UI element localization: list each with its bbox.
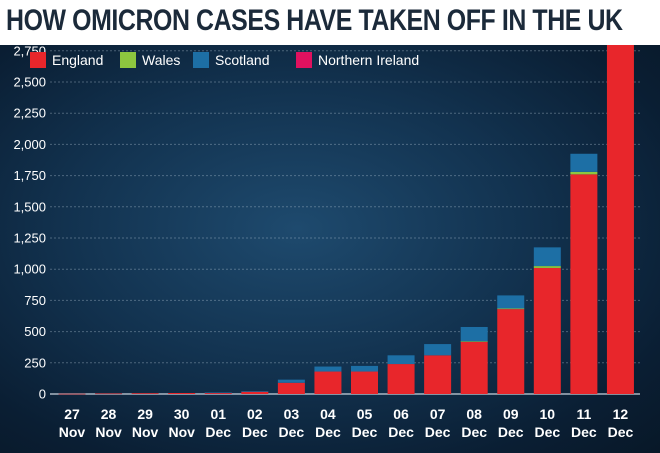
x-tick-month: Nov xyxy=(59,424,86,440)
legend-swatch xyxy=(193,52,209,68)
y-tick-label: 2,250 xyxy=(13,106,46,121)
x-tick-day: 27 xyxy=(64,406,80,422)
bar-segment-scotland xyxy=(497,295,525,309)
legend-swatch xyxy=(120,52,136,68)
x-tick-day: 29 xyxy=(137,406,153,422)
x-tick-month: Nov xyxy=(95,424,122,440)
x-tick-day: 01 xyxy=(210,406,226,422)
x-tick-month: Dec xyxy=(205,424,231,440)
x-tick-day: 28 xyxy=(101,406,117,422)
y-tick-label: 750 xyxy=(24,293,46,308)
y-tick-label: 1,500 xyxy=(13,199,46,214)
bar-segment-scotland xyxy=(204,392,232,394)
legend-label: Northern Ireland xyxy=(318,52,419,68)
legend: England Wales Scotland Northern Ireland xyxy=(30,52,419,68)
bars xyxy=(58,45,634,395)
bar-segment-england xyxy=(460,341,488,394)
x-tick-month: Dec xyxy=(279,424,305,440)
x-tick-day: 06 xyxy=(393,406,409,422)
bar-segment-scotland xyxy=(241,391,269,392)
bar-segment-england xyxy=(204,392,232,394)
x-tick-day: 11 xyxy=(576,406,591,422)
bar-segment-england xyxy=(533,267,561,394)
bar-segment-scotland xyxy=(460,326,488,342)
chart-area: 0 250 500 750 1,000 1,250 1,500 1,750 2,000 2,250… xyxy=(0,45,660,453)
bar-segment-wales xyxy=(570,171,598,175)
x-tick-month: Dec xyxy=(608,424,634,440)
bar-segment-scotland xyxy=(277,379,305,383)
bar-segment-england xyxy=(131,393,159,394)
x-tick-day: 02 xyxy=(247,406,263,422)
x-tick-day: 12 xyxy=(613,406,629,422)
x-tick-day: 08 xyxy=(466,406,482,422)
x-tick-month: Dec xyxy=(461,424,487,440)
y-tick-label: 250 xyxy=(24,355,46,370)
y-tick-label: 1,000 xyxy=(13,262,46,277)
bar-segment-england xyxy=(497,309,525,394)
bar-segment-england xyxy=(277,382,305,394)
x-tick-month: Dec xyxy=(242,424,268,440)
y-tick-label: 0 xyxy=(39,387,46,402)
bar-segment-scotland xyxy=(533,247,561,267)
title-bar: HOW OMICRON CASES HAVE TAKEN OFF IN THE … xyxy=(0,0,660,48)
x-tick-day: 30 xyxy=(174,406,190,422)
x-tick-month: Dec xyxy=(498,424,524,440)
legend-label: Scotland xyxy=(215,52,269,68)
bar-segment-wales xyxy=(497,308,525,310)
bar-segment-england xyxy=(95,393,123,395)
x-tick-month: Dec xyxy=(534,424,560,440)
x-tick-day: 09 xyxy=(503,406,519,422)
bar-segment-england xyxy=(387,364,415,394)
y-tick-label: 1,250 xyxy=(13,231,46,246)
x-tick-month: Dec xyxy=(388,424,414,440)
bar-segment-england xyxy=(58,393,86,395)
x-tick-month: Dec xyxy=(425,424,451,440)
y-tick-label: 500 xyxy=(24,324,46,339)
x-tick-month: Nov xyxy=(132,424,159,440)
bar-segment-scotland xyxy=(570,153,598,172)
x-tick-day: 07 xyxy=(430,406,446,422)
y-axis: 0 250 500 750 1,000 1,250 1,500 1,750 2,000 2,250… xyxy=(13,45,46,402)
y-tick-label: 2,500 xyxy=(13,75,46,90)
bar-segment-england xyxy=(351,371,378,394)
y-tick-label: 2,000 xyxy=(13,137,46,152)
bar-segment-england xyxy=(168,393,196,394)
x-tick-month: Dec xyxy=(571,424,597,440)
legend-swatch xyxy=(296,52,312,68)
x-tick-day: 10 xyxy=(540,406,556,422)
bar-segment-england xyxy=(314,371,342,394)
x-tick-day: 05 xyxy=(357,406,373,422)
bar-segment-england xyxy=(424,355,452,394)
x-tick-month: Dec xyxy=(352,424,378,440)
x-tick-month: Dec xyxy=(315,424,341,440)
y-tick-label: 1,750 xyxy=(13,168,46,183)
x-tick-month: Nov xyxy=(168,424,195,440)
bar-chart: 0 250 500 750 1,000 1,250 1,500 1,750 2,000 2,250… xyxy=(13,45,640,440)
bar-segment-scotland xyxy=(314,366,342,372)
bar-segment-england xyxy=(241,391,269,394)
bar-segment-england xyxy=(606,45,634,395)
x-tick-day: 04 xyxy=(320,406,336,422)
bar-segment-england xyxy=(570,174,598,394)
bar-segment-wales xyxy=(460,341,488,342)
x-axis: 27 Nov 28 Nov 29 Nov 30 Nov 01 Dec 02 Dec 03 Dec 04 Dec… xyxy=(59,406,634,440)
chart-title: HOW OMICRON CASES HAVE TAKEN OFF IN THE … xyxy=(6,4,623,37)
legend-swatch xyxy=(30,52,46,68)
bar-segment-scotland xyxy=(387,355,415,365)
bar-segment-scotland xyxy=(424,344,452,356)
bar-segment-scotland xyxy=(351,365,378,372)
bar-segment-wales xyxy=(533,266,561,268)
x-tick-day: 03 xyxy=(284,406,300,422)
legend-label: Wales xyxy=(142,52,180,68)
legend-label: England xyxy=(52,52,103,68)
